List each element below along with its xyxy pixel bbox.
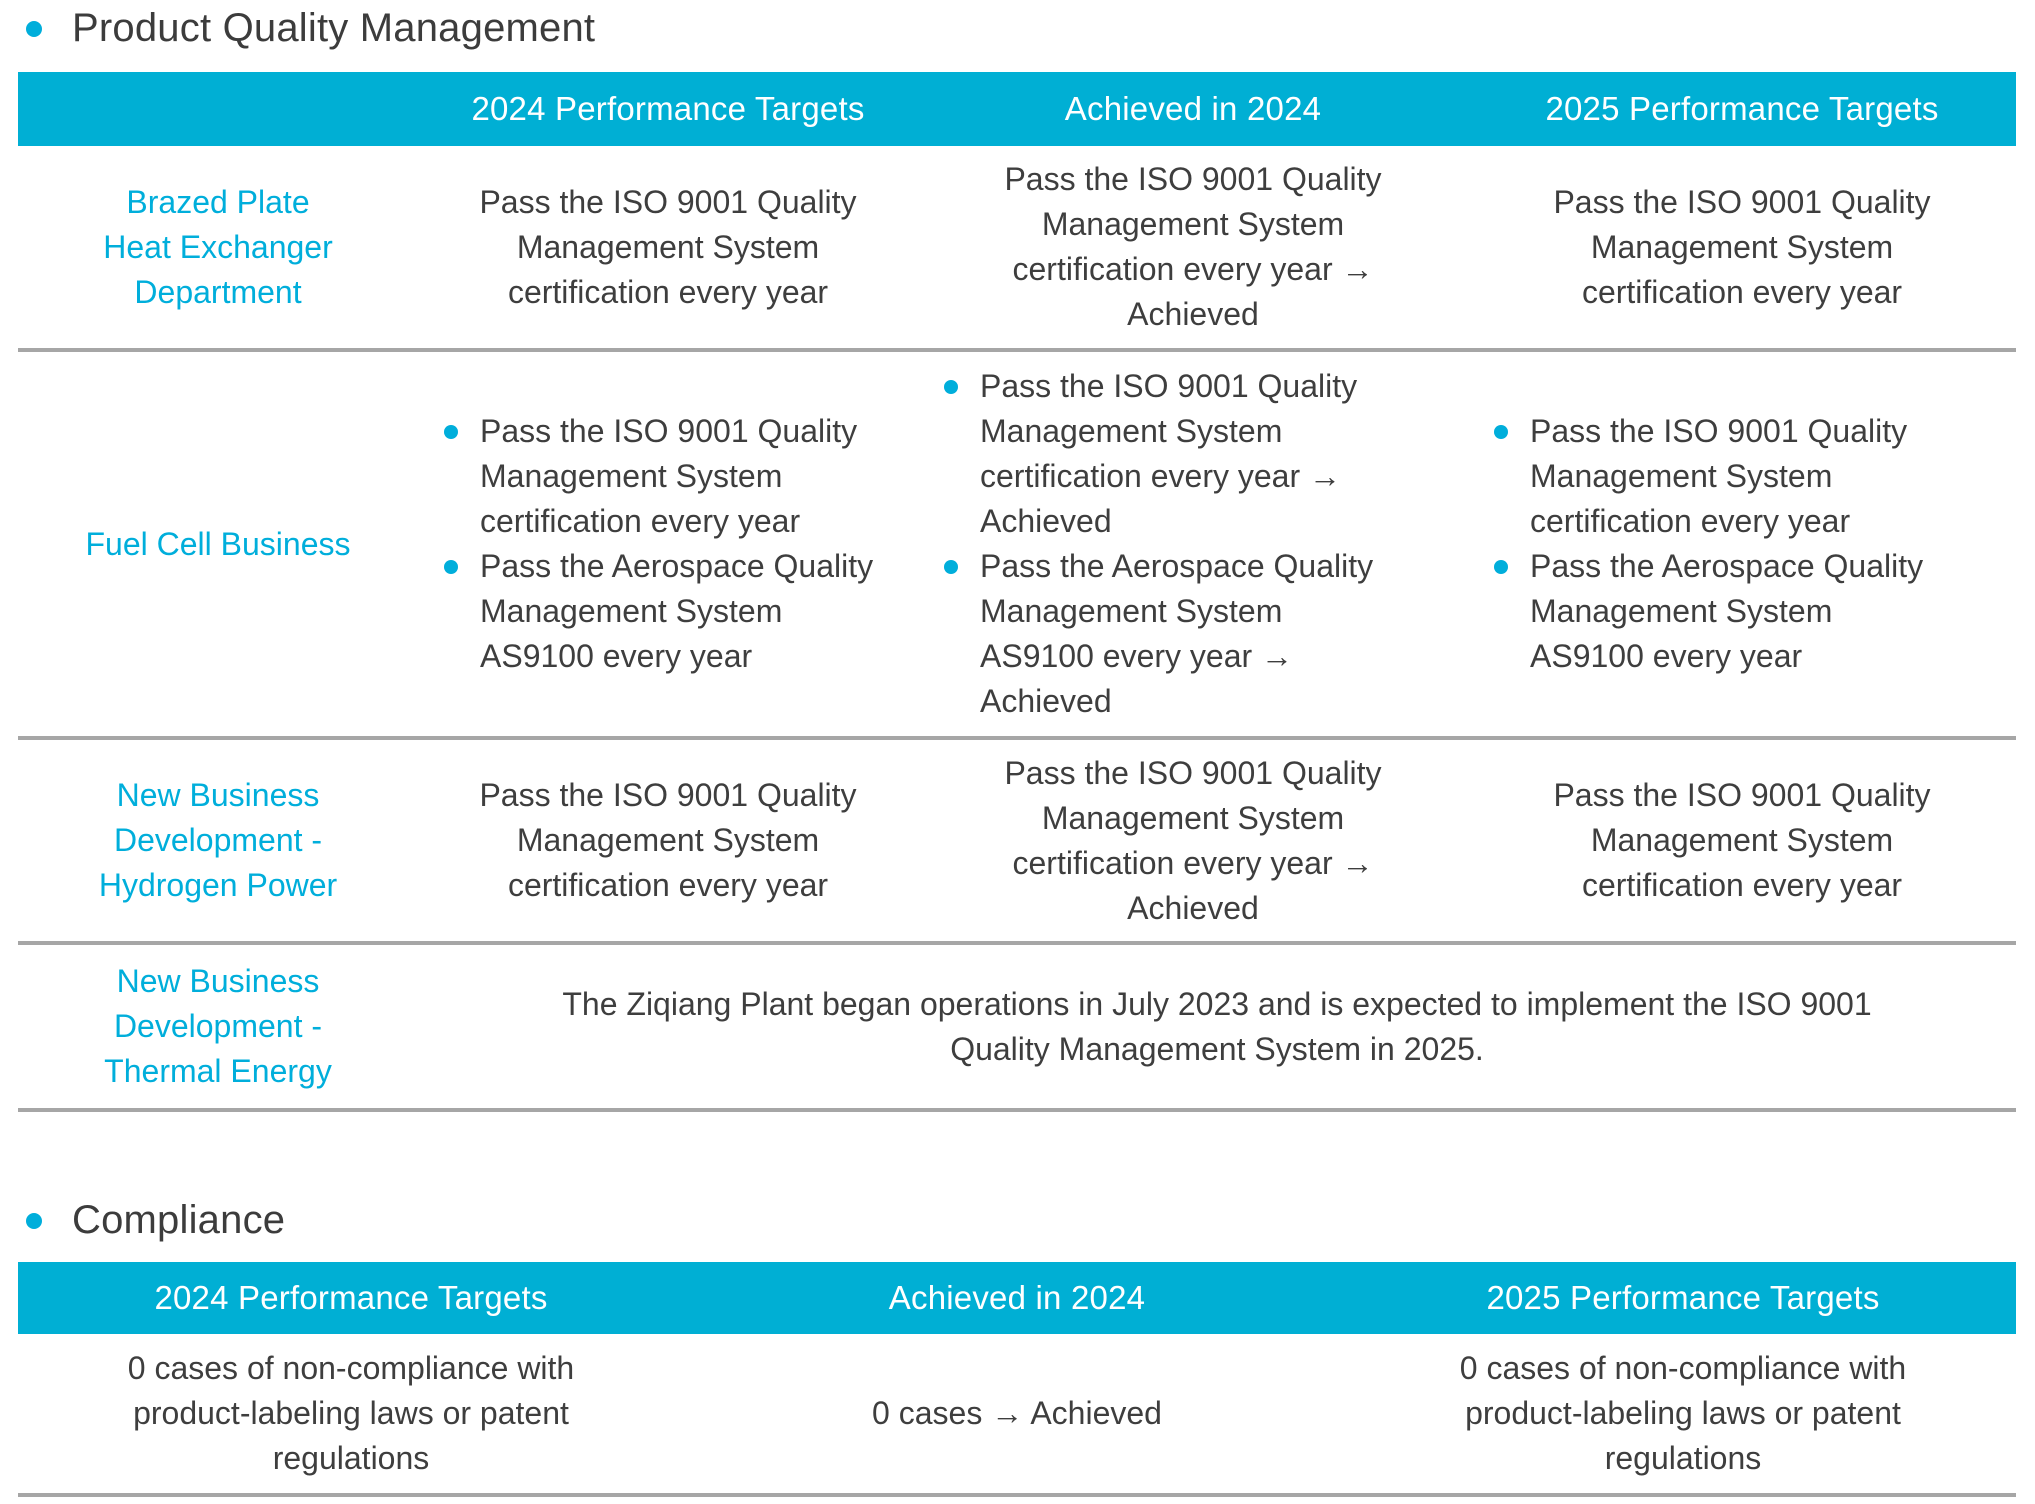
compliance-table-header-row: 2024 Performance Targets Achieved in 202…	[18, 1262, 2016, 1334]
cell-compliance-target-2025: 0 cases of non-compliance with product-l…	[1350, 1334, 2016, 1493]
row-label-cell: Brazed Plate Heat Exchanger Department	[18, 146, 418, 348]
row-label: New Business Development - Thermal Energ…	[104, 963, 332, 1089]
cell-text: Pass the ISO 9001 Quality Management Sys…	[1004, 754, 1382, 926]
row-label-cell: Fuel Cell Business	[18, 352, 418, 736]
cell-text: Pass the ISO 9001 Quality Management Sys…	[1004, 161, 1382, 332]
cell-text: Pass the ISO 9001 Quality Management Sys…	[1553, 183, 1931, 310]
row-label-cell: New Business Development - Hydrogen Powe…	[18, 740, 418, 941]
bullet-list: Pass the ISO 9001 Quality Management Sys…	[418, 352, 918, 736]
bullet-item: Pass the Aerospace Quality Management Sy…	[944, 544, 1462, 724]
table-row-brazed-plate: Brazed Plate Heat Exchanger Department P…	[18, 146, 2016, 352]
cell-brazed-achieved-2024: Pass the ISO 9001 Quality Management Sys…	[918, 146, 1468, 348]
cell-compliance-achieved-2024: 0 cases → Achieved	[684, 1334, 1350, 1493]
bullet-list: Pass the ISO 9001 Quality Management Sys…	[1468, 352, 2016, 736]
row-label: Brazed Plate Heat Exchanger Department	[103, 183, 333, 310]
section-title-compliance: Compliance	[26, 1198, 285, 1243]
quality-table-header-row: 2024 Performance Targets Achieved in 202…	[18, 72, 2016, 146]
bullet-text: Pass the Aerospace Quality Management Sy…	[980, 548, 1374, 719]
row-label: Fuel Cell Business	[85, 525, 351, 562]
table-row-fuel-cell: Fuel Cell Business Pass the ISO 9001 Qua…	[18, 352, 2016, 740]
compliance-table: 2024 Performance Targets Achieved in 202…	[18, 1262, 2016, 1497]
row-label-cell: New Business Development - Thermal Energ…	[18, 945, 418, 1108]
cell-fuelcell-target-2025: Pass the ISO 9001 Quality Management Sys…	[1468, 352, 2016, 736]
cell-fuelcell-target-2024: Pass the ISO 9001 Quality Management Sys…	[418, 352, 918, 736]
cell-text: Pass the ISO 9001 Quality Management Sys…	[479, 777, 857, 903]
cell-text: 0 cases of non-compliance with product-l…	[1459, 1350, 1907, 1476]
table-row-hydrogen-power: New Business Development - Hydrogen Powe…	[18, 740, 2016, 945]
section-title-product-quality: Product Quality Management	[26, 6, 595, 51]
cell-brazed-target-2024: Pass the ISO 9001 Quality Management Sys…	[418, 146, 918, 348]
bullet-icon	[944, 560, 958, 574]
bullet-icon	[444, 560, 458, 574]
header-cell-2025-targets: 2025 Performance Targets	[1545, 90, 1939, 127]
cell-text: 0 cases of non-compliance with product-l…	[127, 1350, 575, 1476]
bullet-icon	[1494, 425, 1508, 439]
cell-thermal-note: The Ziqiang Plant began operations in Ju…	[418, 945, 2016, 1108]
cell-fuelcell-achieved-2024: Pass the ISO 9001 Quality Management Sys…	[918, 352, 1468, 736]
bullet-icon	[944, 380, 958, 394]
cell-hydrogen-achieved-2024: Pass the ISO 9001 Quality Management Sys…	[918, 740, 1468, 941]
note-text: The Ziqiang Plant began operations in Ju…	[562, 985, 1872, 1067]
bullet-icon	[1494, 560, 1508, 574]
row-label: New Business Development - Hydrogen Powe…	[98, 777, 338, 903]
compliance-table-row: 0 cases of non-compliance with product-l…	[18, 1334, 2016, 1497]
header-cell-achieved-2024: Achieved in 2024	[1064, 90, 1322, 127]
cell-hydrogen-target-2024: Pass the ISO 9001 Quality Management Sys…	[418, 740, 918, 941]
bullet-icon	[444, 425, 458, 439]
bullet-text: Pass the Aerospace Quality Management Sy…	[480, 548, 874, 674]
table-row-thermal-energy: New Business Development - Thermal Energ…	[18, 945, 2016, 1112]
section-bullet-icon	[26, 20, 42, 37]
cell-brazed-target-2025: Pass the ISO 9001 Quality Management Sys…	[1468, 146, 2016, 348]
cell-compliance-target-2024: 0 cases of non-compliance with product-l…	[18, 1334, 684, 1493]
header-cell-2024-targets: 2024 Performance Targets	[471, 90, 865, 127]
cell-hydrogen-target-2025: Pass the ISO 9001 Quality Management Sys…	[1468, 740, 2016, 941]
bullet-item: Pass the Aerospace Quality Management Sy…	[1494, 544, 2010, 679]
bullet-item: Pass the ISO 9001 Quality Management Sys…	[944, 364, 1462, 544]
bullet-item: Pass the ISO 9001 Quality Management Sys…	[444, 409, 912, 544]
quality-table: 2024 Performance Targets Achieved in 202…	[18, 72, 2016, 1112]
bullet-text: Pass the ISO 9001 Quality Management Sys…	[480, 413, 858, 539]
header-cell-blank	[18, 72, 418, 146]
bullet-item: Pass the Aerospace Quality Management Sy…	[444, 544, 912, 679]
header-cell-achieved-2024: Achieved in 2024	[888, 1279, 1146, 1316]
bullet-list: Pass the ISO 9001 Quality Management Sys…	[918, 352, 1468, 736]
cell-text: Pass the ISO 9001 Quality Management Sys…	[479, 183, 857, 310]
bullet-text: Pass the Aerospace Quality Management Sy…	[1530, 548, 1924, 674]
cell-text: 0 cases → Achieved	[872, 1395, 1162, 1431]
cell-text: Pass the ISO 9001 Quality Management Sys…	[1553, 777, 1931, 903]
section-bullet-icon	[26, 1212, 42, 1229]
bullet-text: Pass the ISO 9001 Quality Management Sys…	[980, 368, 1358, 539]
header-cell-2024-targets: 2024 Performance Targets	[154, 1279, 548, 1316]
header-cell-2025-targets: 2025 Performance Targets	[1486, 1279, 1880, 1316]
section-title-text: Compliance	[72, 1198, 286, 1242]
bullet-text: Pass the ISO 9001 Quality Management Sys…	[1530, 413, 1908, 539]
bullet-item: Pass the ISO 9001 Quality Management Sys…	[1494, 409, 2010, 544]
section-title-text: Product Quality Management	[72, 6, 596, 50]
